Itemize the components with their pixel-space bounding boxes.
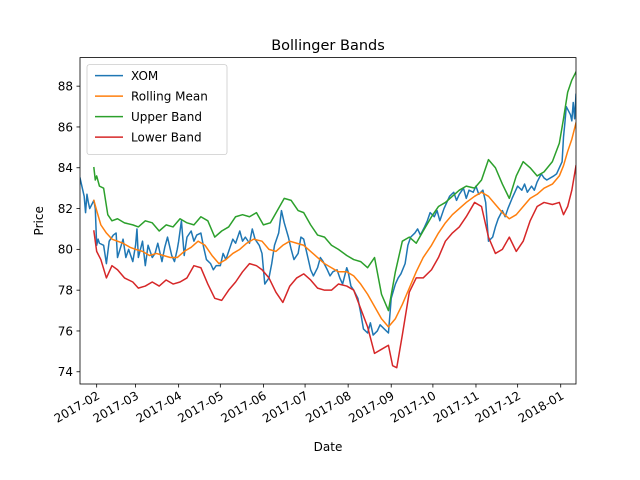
legend-label: Lower Band bbox=[131, 130, 202, 144]
chart-title: Bollinger Bands bbox=[271, 38, 385, 54]
legend-label: XOM bbox=[131, 69, 158, 83]
plot-frame bbox=[79, 57, 577, 385]
y-axis: 74 76 78 80 82 84 86 88 bbox=[58, 79, 80, 379]
legend-label: Rolling Mean bbox=[131, 89, 208, 103]
y-axis-title: Price bbox=[32, 206, 46, 235]
y-tick-label: 78 bbox=[58, 283, 73, 297]
y-tick-label: 76 bbox=[58, 324, 73, 338]
legend: XOM Rolling Mean Upper Band Lower Band bbox=[86, 64, 228, 155]
series-layer bbox=[80, 70, 576, 369]
series-line-rolling-mean bbox=[92, 121, 576, 328]
y-tick-label: 86 bbox=[58, 120, 73, 134]
y-tick-label: 88 bbox=[58, 79, 73, 93]
y-tick-label: 80 bbox=[58, 243, 73, 257]
x-axis-title: Date bbox=[314, 440, 343, 454]
series-line-lower-band bbox=[93, 164, 576, 369]
legend-label: Upper Band bbox=[131, 110, 202, 124]
y-tick-label: 84 bbox=[58, 161, 73, 175]
series-line-upper-band bbox=[93, 70, 576, 312]
y-tick-label: 74 bbox=[58, 365, 73, 379]
legend-box bbox=[86, 64, 228, 155]
y-tick-label: 82 bbox=[58, 202, 73, 216]
